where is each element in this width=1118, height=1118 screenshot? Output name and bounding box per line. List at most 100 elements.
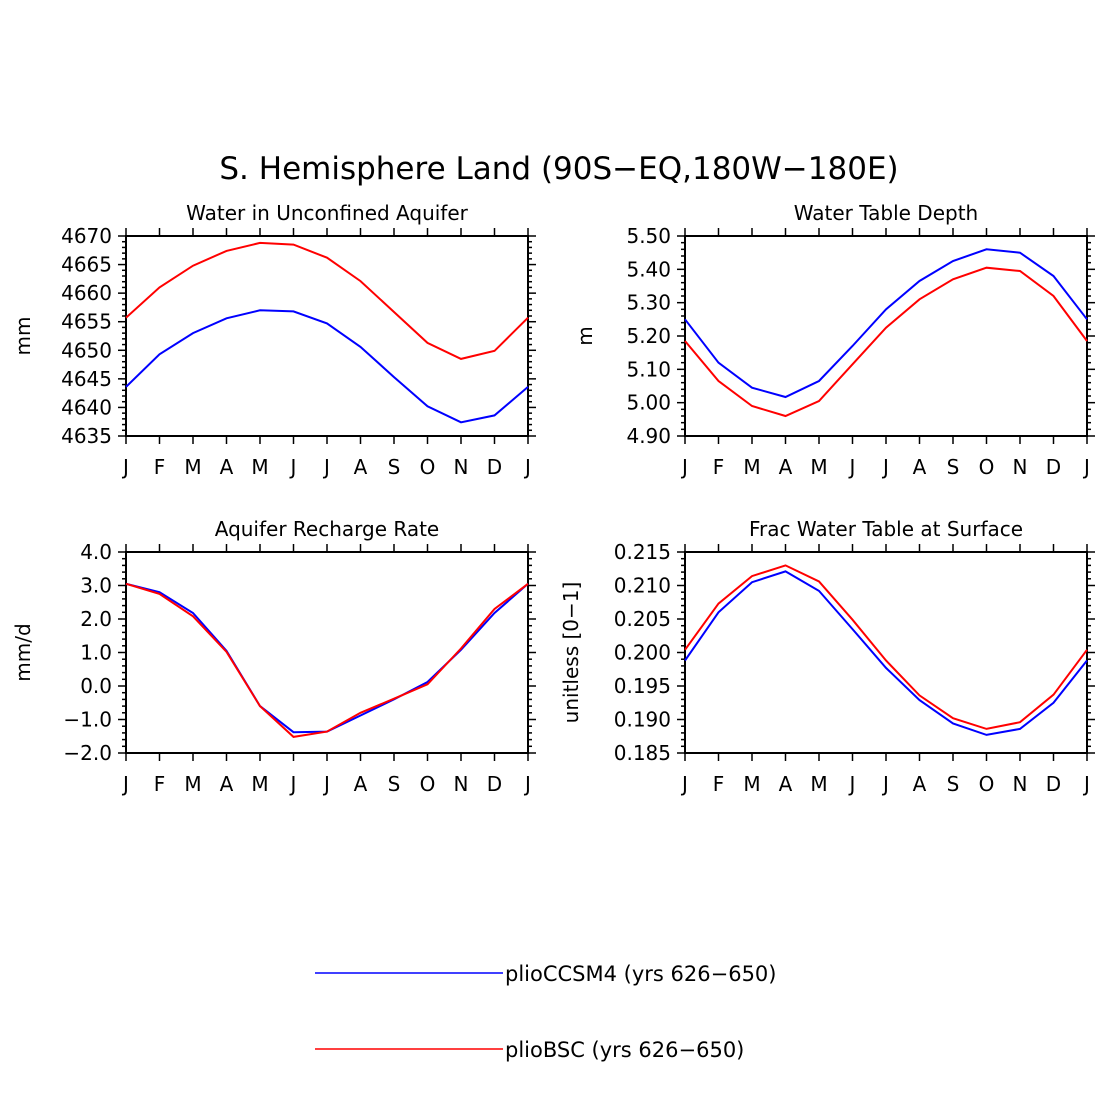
- x-tick-label: A: [779, 772, 793, 796]
- y-tick-label: 4.90: [626, 424, 671, 448]
- chart-panel: Frac Water Table at Surface unitless [0−1…: [559, 517, 1095, 796]
- x-tick-label: F: [154, 455, 166, 479]
- y-tick-label: 0.210: [614, 574, 671, 598]
- y-tick-label: 4665: [61, 253, 112, 277]
- x-tick-label: M: [810, 455, 827, 479]
- y-tick-label: 4640: [61, 395, 112, 419]
- x-tick-label: M: [743, 772, 760, 796]
- series-line: [125, 582, 529, 738]
- x-tick-label: J: [289, 455, 297, 479]
- x-tick-label: O: [420, 772, 436, 796]
- x-tick-label: S: [947, 455, 960, 479]
- series-line: [125, 582, 529, 734]
- x-tick-label: A: [913, 772, 927, 796]
- x-tick-label: J: [121, 772, 129, 796]
- x-tick-label: A: [220, 772, 234, 796]
- legend-entry: plioCCSM4 (yrs 626−650): [315, 962, 776, 986]
- x-tick-label: M: [810, 772, 827, 796]
- series-line: [125, 241, 529, 360]
- x-tick-label: J: [121, 455, 129, 479]
- x-tick-label: A: [354, 772, 368, 796]
- series-line: [684, 248, 1088, 399]
- series-line: [125, 309, 529, 424]
- x-tick-label: N: [1013, 455, 1028, 479]
- y-tick-label: 4650: [61, 338, 112, 362]
- chart-title: Frac Water Table at Surface: [749, 517, 1023, 541]
- x-tick-label: D: [487, 455, 502, 479]
- x-tick-label: M: [184, 455, 201, 479]
- plot-frame: [125, 551, 529, 754]
- x-tick-label: J: [848, 455, 856, 479]
- x-tick-label: J: [322, 772, 330, 796]
- chart-title: Aquifer Recharge Rate: [215, 517, 440, 541]
- y-tick-label: 0.195: [614, 674, 671, 698]
- plot-frame: [125, 235, 529, 437]
- legend-entry: plioBSC (yrs 626−650): [315, 1038, 744, 1062]
- x-tick-label: S: [947, 772, 960, 796]
- y-tick-label: 0.190: [614, 708, 671, 732]
- x-tick-label: M: [251, 772, 268, 796]
- x-tick-label: O: [979, 772, 995, 796]
- chart-panel: Water Table Depth m 4.90 5.00 5.10 5.20 5.30 5.…: [573, 201, 1095, 479]
- x-tick-label: A: [779, 455, 793, 479]
- x-tick-label: J: [523, 772, 531, 796]
- x-tick-label: M: [743, 455, 760, 479]
- y-tick-label: 0.215: [614, 540, 671, 564]
- x-tick-label: A: [220, 455, 234, 479]
- x-tick-label: F: [713, 772, 725, 796]
- y-axis-label: mm/d: [11, 623, 35, 681]
- y-tick-label: 5.30: [626, 291, 671, 315]
- x-tick-label: N: [454, 772, 469, 796]
- series-line: [684, 266, 1088, 418]
- y-tick-label: 0.200: [614, 641, 671, 665]
- chart-panel: Aquifer Recharge Rate mm/d −2.0 −1.0 0.0 1.0 2…: [11, 517, 536, 796]
- chart-panel: Water in Unconfined Aquifer mm 4635 4640 464…: [11, 201, 536, 479]
- x-tick-label: D: [1046, 455, 1061, 479]
- y-tick-label: 0.185: [614, 741, 671, 765]
- y-tick-label: 2.0: [80, 607, 112, 631]
- x-tick-label: S: [388, 772, 401, 796]
- x-tick-label: J: [881, 772, 889, 796]
- y-tick-label: 5.00: [626, 391, 671, 415]
- x-tick-label: N: [454, 455, 469, 479]
- y-tick-label: 4635: [61, 424, 112, 448]
- x-tick-label: M: [251, 455, 268, 479]
- y-tick-label: −2.0: [63, 741, 112, 765]
- x-tick-label: F: [154, 772, 166, 796]
- x-tick-label: O: [420, 455, 436, 479]
- y-tick-label: 4670: [61, 224, 112, 248]
- y-tick-label: −1.0: [63, 708, 112, 732]
- y-axis-label: m: [573, 326, 597, 345]
- y-axis-label: mm: [11, 317, 35, 356]
- x-tick-label: J: [1082, 772, 1090, 796]
- y-tick-label: 4.0: [80, 540, 112, 564]
- plot-frame: [684, 551, 1088, 754]
- y-tick-label: 1.0: [80, 641, 112, 665]
- x-tick-label: J: [1082, 455, 1090, 479]
- y-tick-label: 4655: [61, 310, 112, 334]
- y-tick-label: 5.20: [626, 324, 671, 348]
- x-tick-label: D: [1046, 772, 1061, 796]
- y-tick-label: 0.0: [80, 674, 112, 698]
- x-tick-label: J: [848, 772, 856, 796]
- x-tick-label: J: [680, 455, 688, 479]
- x-tick-label: F: [713, 455, 725, 479]
- series-line: [684, 570, 1088, 736]
- legend-label: plioCCSM4 (yrs 626−650): [505, 962, 776, 986]
- plot-frame: [684, 235, 1088, 437]
- x-tick-label: A: [354, 455, 368, 479]
- x-tick-label: D: [487, 772, 502, 796]
- x-tick-label: J: [680, 772, 688, 796]
- chart-title: Water Table Depth: [794, 201, 978, 225]
- x-tick-label: N: [1013, 772, 1028, 796]
- y-tick-label: 5.10: [626, 357, 671, 381]
- page-title: S. Hemisphere Land (90S−EQ,180W−180E): [219, 151, 898, 187]
- x-tick-label: J: [289, 772, 297, 796]
- legend: plioCCSM4 (yrs 626−650) plioBSC (yrs 626…: [315, 962, 776, 1062]
- y-tick-label: 4645: [61, 367, 112, 391]
- x-tick-label: J: [322, 455, 330, 479]
- x-tick-label: J: [881, 455, 889, 479]
- chart-title: Water in Unconfined Aquifer: [186, 201, 469, 225]
- series-line: [684, 564, 1088, 730]
